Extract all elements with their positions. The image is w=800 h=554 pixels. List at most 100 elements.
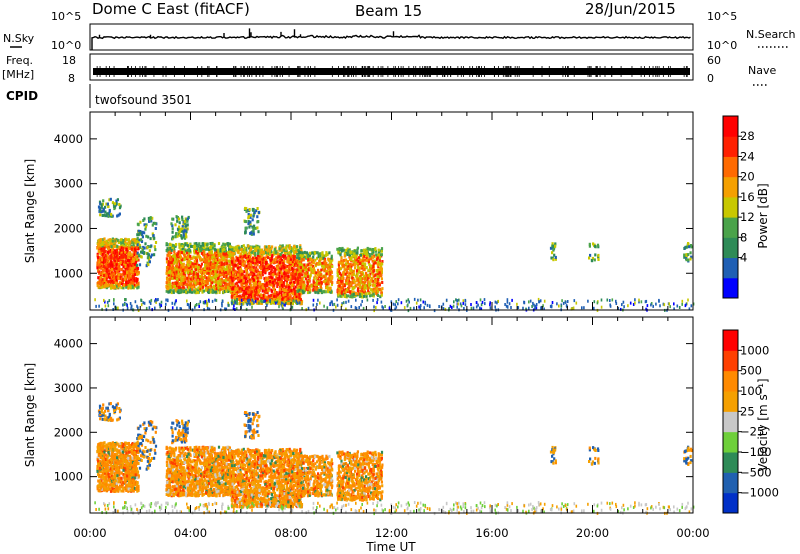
power-cell [176, 271, 179, 275]
power-cell [267, 289, 270, 292]
power-cell [105, 242, 108, 246]
power-cell [277, 277, 280, 281]
power-cell [377, 287, 380, 291]
power-cell [228, 248, 231, 252]
power-cell [136, 243, 139, 247]
power-cell [221, 254, 224, 258]
power-cell [346, 265, 349, 269]
power-cell [224, 252, 227, 256]
power-cell [242, 255, 245, 259]
power-cell [245, 273, 248, 277]
power-cell [138, 238, 142, 242]
power-cell [356, 262, 359, 266]
power-cell [326, 290, 330, 294]
power-cell [110, 239, 113, 243]
power-cell [105, 279, 108, 283]
power-cell [124, 283, 127, 287]
power-cell [273, 297, 276, 301]
power-cell [181, 215, 184, 219]
power-cell [318, 281, 321, 285]
power-cell [296, 256, 299, 260]
power-cell [196, 252, 199, 255]
power-cell [298, 279, 301, 283]
power-cell [362, 272, 365, 276]
power-cell [344, 281, 348, 285]
power-cell [183, 253, 186, 257]
power-cell [165, 284, 168, 288]
power-cell [224, 279, 227, 283]
cpid-value: twofsound 3501 [95, 93, 192, 107]
power-cell [368, 291, 371, 295]
power-cell [128, 259, 131, 263]
power-cell [246, 254, 249, 257]
power-cell [371, 259, 374, 263]
power-cell [317, 291, 320, 295]
power-cell [248, 259, 251, 262]
power-cell [112, 286, 115, 290]
power-cell [327, 258, 330, 262]
power-cell [233, 260, 236, 264]
power-cell [136, 286, 139, 290]
power-cell [233, 246, 236, 250]
power-cell [122, 284, 125, 288]
power-cell [281, 300, 284, 304]
power-cell [263, 266, 266, 270]
power-cell [171, 235, 174, 239]
power-cell [232, 278, 235, 282]
power-cell [131, 285, 134, 289]
power-cell [215, 279, 218, 283]
power-cell [222, 242, 225, 246]
power-cell [309, 288, 312, 292]
power-cell [249, 268, 252, 271]
power-cell [353, 258, 356, 261]
power-cell [202, 253, 205, 257]
power-cell [100, 203, 103, 207]
power-cell [130, 280, 133, 284]
power-cell [243, 270, 246, 274]
power-cell [242, 291, 245, 295]
power-cell [273, 294, 276, 298]
power-cell [166, 247, 169, 251]
power-cell [366, 284, 369, 288]
power-cell [267, 281, 270, 285]
power-cell [224, 246, 227, 250]
power-cell [301, 251, 304, 255]
power-cell [125, 256, 128, 260]
power-cell [122, 251, 126, 255]
power-cell [212, 260, 216, 264]
power-cell [272, 287, 275, 291]
power-cell [109, 240, 112, 244]
power-cell [107, 241, 110, 245]
power-cell [101, 252, 104, 256]
power-cell [127, 274, 130, 278]
power-cell [259, 300, 262, 303]
power-cell [233, 251, 236, 255]
power-cell [135, 245, 138, 249]
power-cell [181, 283, 184, 286]
power-cell [98, 281, 101, 285]
power-cell [319, 262, 322, 266]
power-cell [179, 289, 182, 293]
power-cell [249, 262, 252, 266]
power-cell [373, 248, 376, 251]
station-title: Dome C East (fitACF) [92, 0, 250, 18]
power-cell [272, 273, 275, 277]
power-cell [199, 258, 202, 262]
power-cell [337, 278, 340, 282]
power-cell [312, 287, 315, 291]
power-cell [264, 259, 268, 263]
power-cell [169, 286, 172, 289]
power-cell [209, 276, 212, 280]
power-cell [225, 259, 228, 263]
noise-trace [91, 28, 691, 50]
power-cell [186, 261, 189, 264]
power-cell [204, 263, 207, 267]
power-cell [181, 273, 184, 276]
power-cell [200, 280, 203, 284]
power-cell [177, 252, 180, 256]
power-cell [282, 281, 285, 285]
power-cell [284, 293, 287, 296]
power-cell [371, 283, 374, 287]
power-cell [106, 212, 109, 216]
power-cell [294, 264, 297, 267]
